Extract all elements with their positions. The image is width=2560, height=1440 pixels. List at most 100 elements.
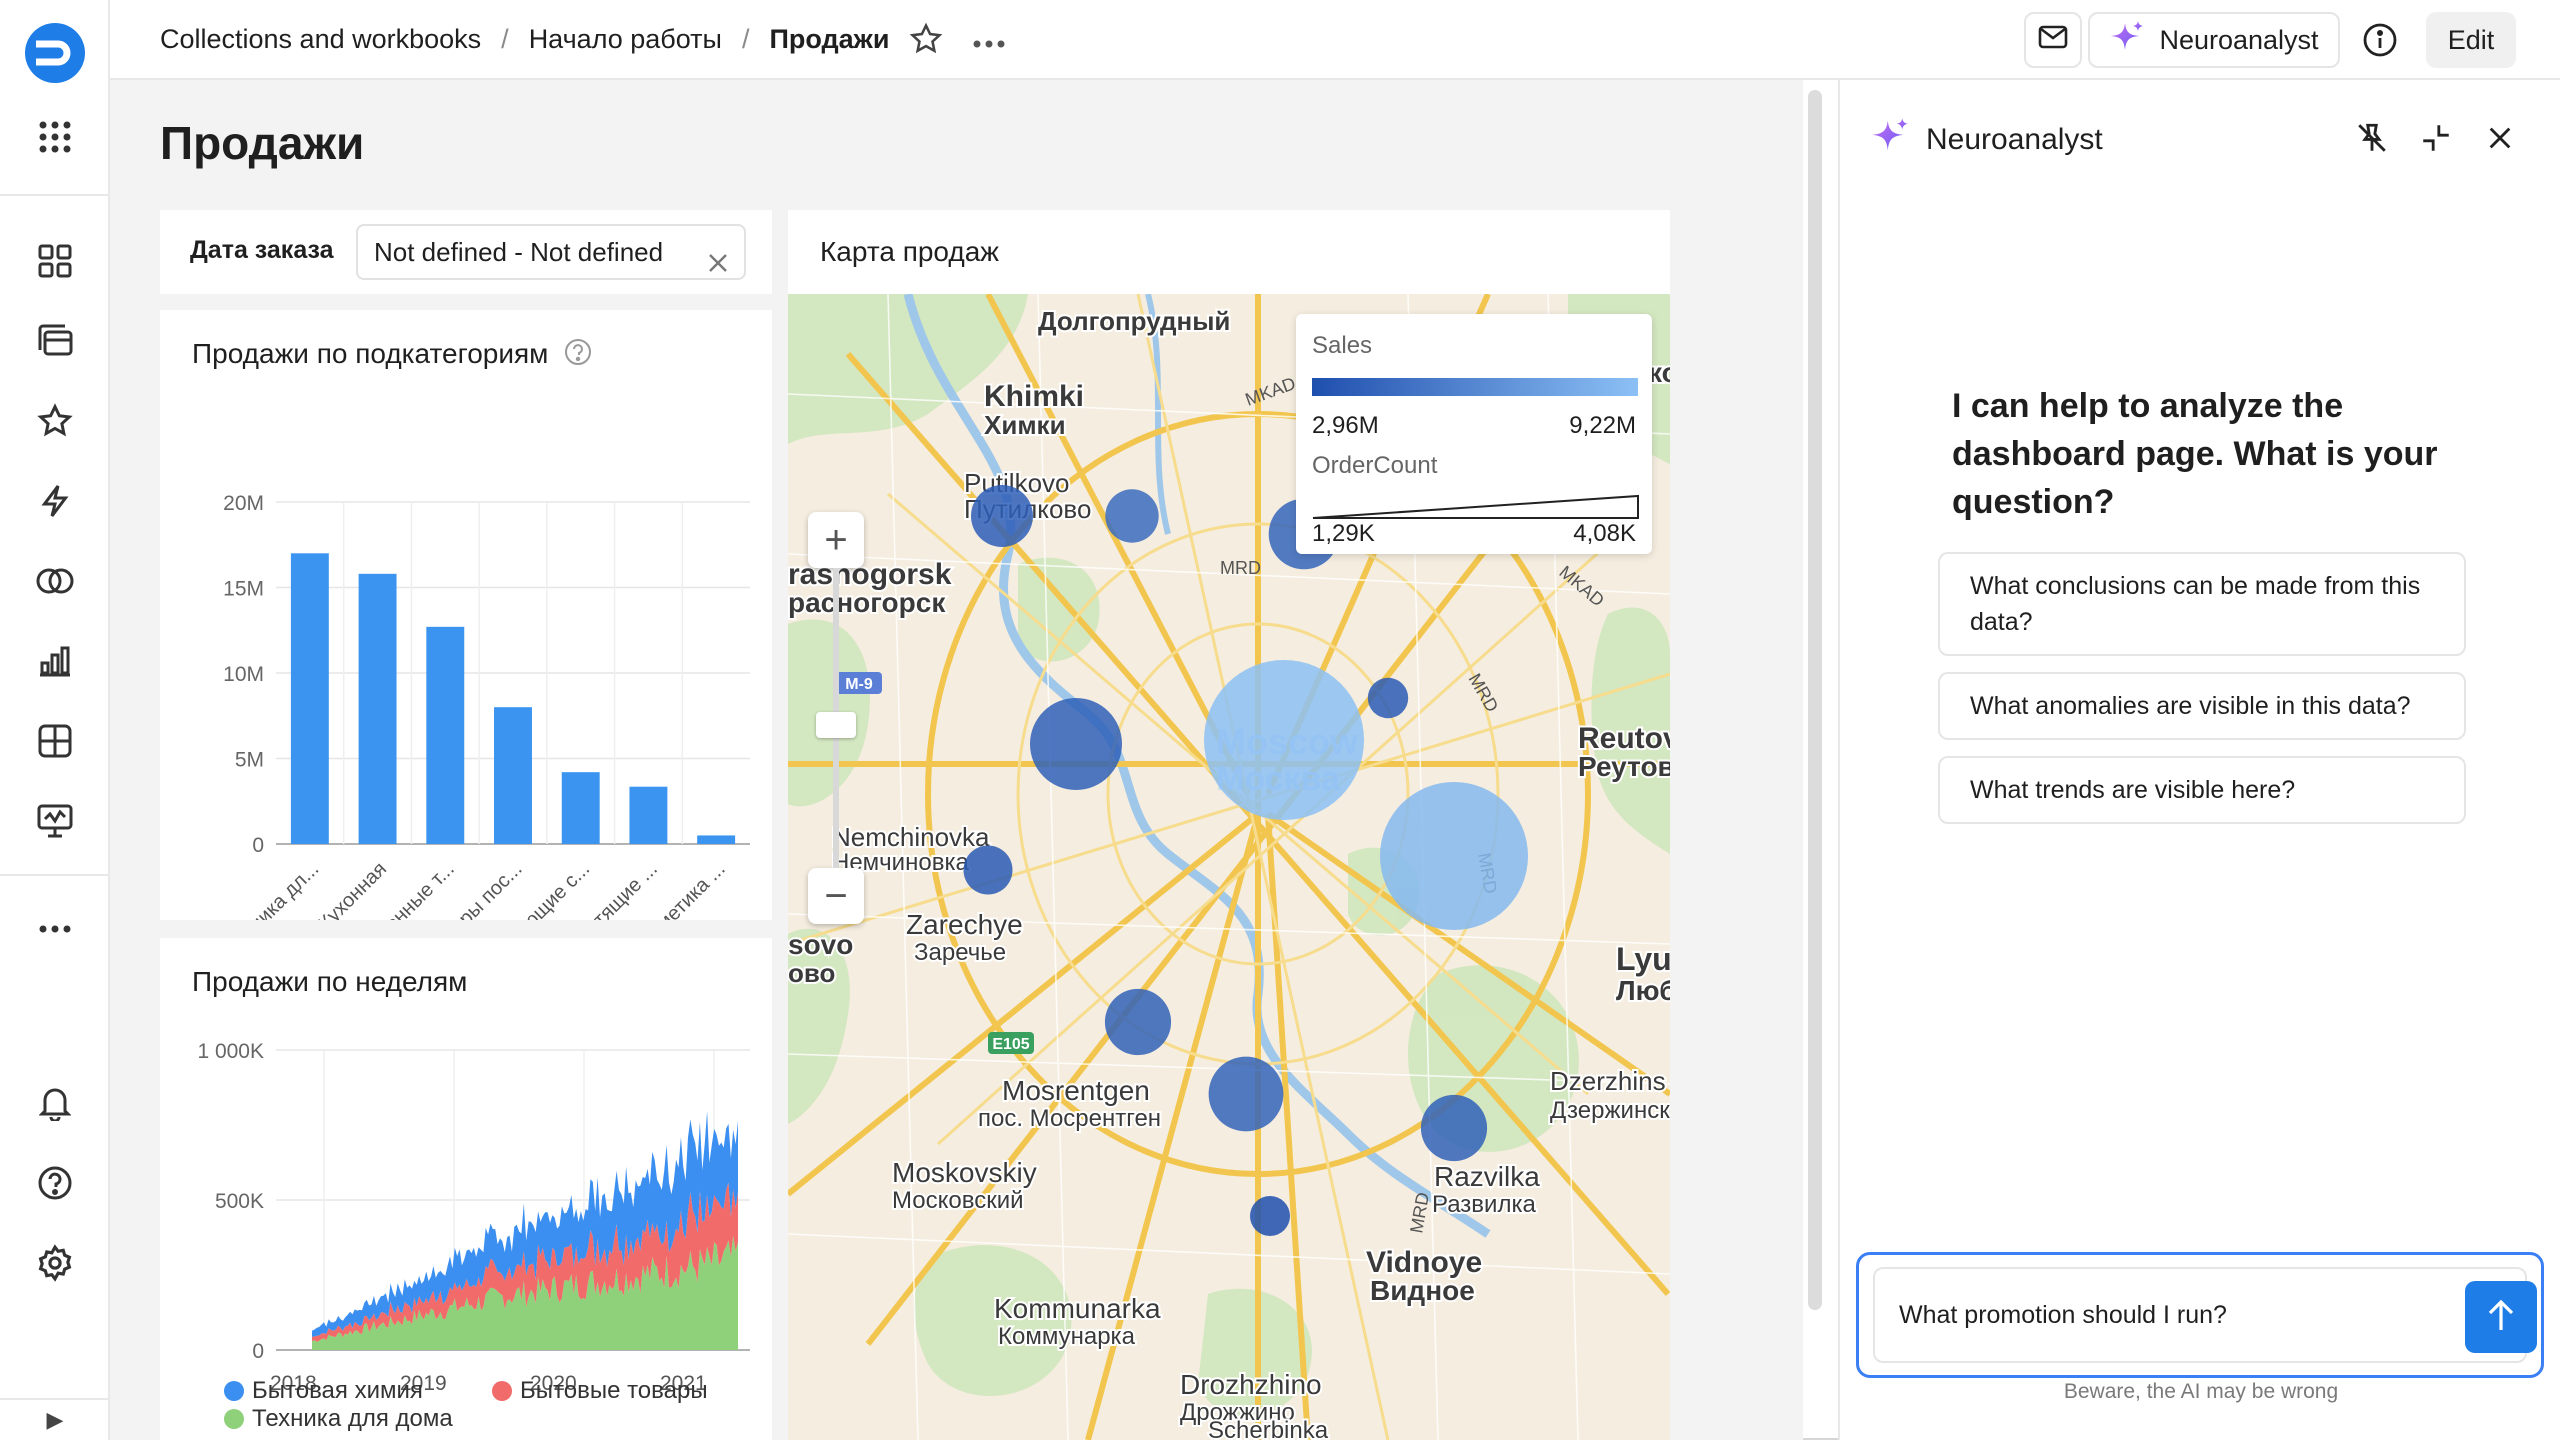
bar[interactable] — [358, 573, 397, 844]
legend-sales-max: 9,22M — [1569, 412, 1636, 439]
monitor-icon[interactable] — [30, 796, 80, 846]
date-range-field[interactable]: Not defined - Not defined — [356, 224, 746, 280]
expand-rail-icon[interactable]: ▶ — [0, 1398, 110, 1440]
dashboards-icon[interactable] — [30, 236, 80, 286]
chart-title-text: Продажи по подкатегориям — [192, 338, 549, 369]
collections-icon[interactable] — [30, 316, 80, 366]
area-chart: 1 000K 500K 0 2018 2019 2020 2021 Бытовая химия… — [197, 1040, 750, 1432]
zoom-slider-handle[interactable] — [816, 712, 856, 738]
help-icon[interactable] — [30, 1158, 80, 1208]
dashboard-scrollbar[interactable] — [1808, 90, 1822, 1310]
unpin-icon[interactable] — [2352, 118, 2392, 158]
grid-icon[interactable] — [30, 716, 80, 766]
x-tick-label: 2020 — [530, 1372, 577, 1395]
sales-bubble[interactable] — [1250, 1196, 1290, 1236]
edit-button[interactable]: Edit — [2426, 12, 2516, 68]
bar[interactable] — [561, 772, 600, 844]
settings-icon[interactable] — [30, 1238, 80, 1288]
suggestion-conclusions[interactable]: What conclusions can be made from this d… — [1938, 552, 2466, 656]
mail-button[interactable] — [2024, 12, 2082, 68]
info-icon[interactable] — [2352, 12, 2408, 68]
sales-bubble[interactable] — [971, 485, 1033, 547]
legend-sales-min: 2,96M — [1312, 412, 1379, 439]
area-series-0[interactable] — [312, 1111, 738, 1337]
bar[interactable] — [426, 626, 465, 844]
more-icon[interactable] — [30, 904, 80, 954]
panel-title: Neuroanalyst — [1926, 123, 2103, 156]
lightning-icon[interactable] — [30, 476, 80, 526]
y-tick-label: 10M — [223, 663, 264, 686]
sales-bubble[interactable] — [1104, 988, 1172, 1056]
bar[interactable] — [697, 835, 736, 844]
map-canvas[interactable]: ДолгопрудныйKhimkiХимкиPutilkovoПутилков… — [788, 294, 1670, 1440]
area-series-1[interactable] — [312, 1182, 738, 1342]
sales-bubble[interactable] — [1208, 1056, 1284, 1132]
sales-bubble[interactable] — [1105, 489, 1159, 543]
charts-icon[interactable] — [30, 636, 80, 686]
legend-count-max: 4,08K — [1573, 520, 1636, 547]
more-icon[interactable] — [973, 23, 1005, 55]
zoom-out-button[interactable]: − — [808, 868, 864, 924]
breadcrumb-collections[interactable]: Collections and workbooks — [160, 23, 482, 54]
star-icon[interactable] — [909, 22, 943, 56]
rail-divider — [0, 194, 110, 196]
message-input[interactable]: What promotion should I run? — [1873, 1267, 2527, 1363]
filter-label: Дата заказа — [190, 236, 334, 264]
help-icon[interactable] — [564, 338, 592, 373]
bar[interactable] — [629, 786, 668, 844]
panel-header: Neuroanalyst — [1870, 116, 2103, 164]
notifications-icon[interactable] — [30, 1078, 80, 1128]
datasets-icon[interactable] — [30, 556, 80, 606]
left-rail: ▶ — [0, 0, 110, 1440]
apps-grid-icon[interactable] — [30, 112, 80, 162]
favorites-icon[interactable] — [30, 396, 80, 446]
legend-marker — [224, 1409, 244, 1429]
y-tick-label: 500K — [215, 1190, 264, 1213]
ai-disclaimer: Beware, the AI may be wrong — [2063, 1380, 2339, 1403]
legend-label[interactable]: Техника для дома — [252, 1405, 453, 1432]
y-tick-label: 20M — [223, 492, 264, 515]
legend-label[interactable]: Бытовые товары — [520, 1377, 708, 1404]
sales-bubble[interactable] — [1380, 782, 1528, 930]
logo-icon[interactable] — [22, 20, 88, 86]
sales-map: Карта продаж — [788, 210, 1670, 1440]
legend-marker — [224, 1381, 244, 1401]
close-icon[interactable] — [2480, 118, 2520, 158]
mail-icon — [2038, 25, 2068, 56]
sales-bubble[interactable] — [1420, 1094, 1488, 1162]
y-tick-label: 15M — [223, 578, 264, 601]
sales-bubble[interactable] — [1367, 677, 1409, 719]
send-button[interactable] — [2465, 1281, 2537, 1353]
area-series-2[interactable] — [312, 1235, 738, 1350]
sparkle-icon — [2109, 19, 2145, 62]
collapse-icon[interactable] — [2416, 118, 2456, 158]
x-tick-label: Кухонная — [314, 858, 391, 920]
clear-icon[interactable] — [706, 240, 730, 272]
legend-count-min: 1,29K — [1312, 520, 1375, 547]
sales-bubble[interactable] — [963, 845, 1013, 895]
legend-label[interactable]: Бытовая химия — [252, 1377, 423, 1404]
bar[interactable] — [494, 707, 532, 844]
x-tick-label: 2018 — [270, 1372, 317, 1395]
date-range-value: Not defined - Not defined — [374, 237, 664, 267]
y-tick-label: 0 — [252, 834, 264, 857]
zoom-in-button[interactable]: + — [808, 512, 864, 568]
top-header: Collections and workbooks / Начало работ… — [110, 0, 2560, 80]
suggestion-trends[interactable]: What trends are visible here? — [1938, 756, 2466, 824]
weekly-sales-chart: Продажи по неделям 1 000K 500K 0 2018 2019 20… — [160, 938, 772, 1440]
arrow-up-icon — [2486, 1298, 2516, 1337]
sales-bubble[interactable] — [1030, 698, 1122, 790]
breadcrumb-getting-started[interactable]: Начало работы — [528, 23, 722, 54]
bar[interactable] — [290, 553, 329, 844]
neuroanalyst-button[interactable]: Neuroanalyst — [2088, 12, 2340, 68]
legend-marker — [492, 1381, 512, 1401]
assistant-prompt: I can help to analyze the dashboard page… — [1952, 387, 2438, 521]
suggestion-anomalies[interactable]: What anomalies are visible in this data? — [1938, 672, 2466, 740]
rail-divider — [0, 874, 110, 876]
y-tick-label: 5M — [235, 749, 264, 772]
x-tick-label: 2021 — [660, 1372, 707, 1395]
sales-bubble[interactable] — [1204, 660, 1364, 820]
map-title: Карта продаж — [820, 236, 1000, 267]
legend-sales-gradient — [1312, 378, 1638, 396]
